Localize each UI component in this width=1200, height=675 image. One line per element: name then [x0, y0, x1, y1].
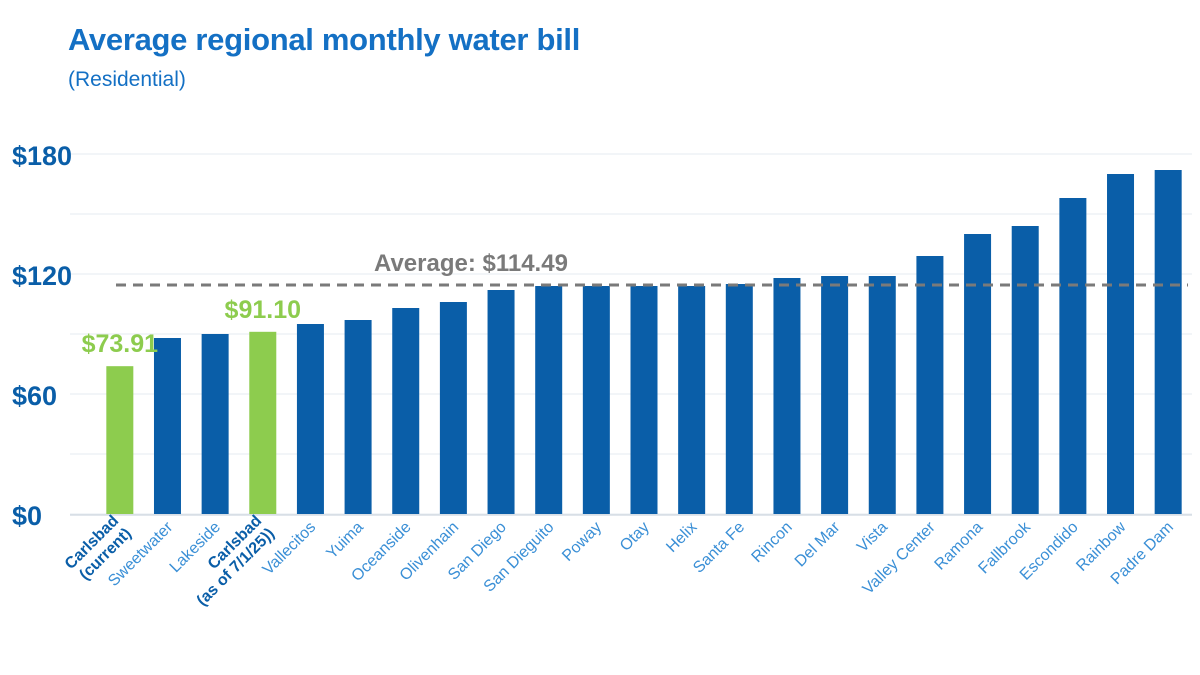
bar — [392, 308, 420, 514]
x-tick-label: Santa Fe — [690, 519, 748, 577]
bar — [344, 320, 372, 514]
x-tick-label-line: Helix — [663, 519, 700, 556]
bar — [630, 286, 658, 514]
bar — [1154, 170, 1182, 514]
bar — [296, 324, 324, 514]
x-tick-label-line: Poway — [559, 519, 605, 565]
x-tick-label-line: Yuima — [323, 519, 367, 563]
bar — [106, 366, 134, 514]
x-tick-label: Rincon — [749, 519, 796, 566]
x-tick-label: Del Mar — [792, 518, 844, 570]
x-tick-label: Vallecitos — [260, 519, 320, 579]
y-tick-label: $120 — [12, 261, 72, 291]
average-label: Average: $114.49 — [374, 250, 568, 277]
bar — [868, 276, 896, 514]
chart-subtitle: (Residential) — [68, 68, 186, 91]
chart-title: Average regional monthly water bill — [68, 22, 581, 57]
x-tick-label: Helix — [663, 519, 700, 556]
x-tick-label-line: Santa Fe — [690, 519, 748, 577]
bar — [916, 256, 944, 514]
bar — [964, 234, 992, 514]
data-label: $91.10 — [225, 296, 301, 324]
bar — [678, 286, 706, 514]
x-tick-label: Poway — [559, 519, 605, 565]
x-tick-label-line: Vista — [854, 519, 891, 556]
bar — [249, 331, 277, 514]
x-tick-label: Yuima — [323, 519, 367, 563]
x-tick-label: Carlsbad(as of 7/1/25)) — [181, 512, 278, 609]
x-tick-label-line: Del Mar — [792, 518, 844, 570]
x-tick-label-line: Vallecitos — [260, 519, 320, 579]
bar — [821, 276, 849, 514]
bar — [1011, 226, 1039, 514]
x-tick-label: Otay — [617, 519, 653, 555]
y-tick-label: $180 — [12, 141, 72, 171]
x-tick-label-line: Rincon — [749, 519, 796, 566]
x-tick-label-line: Otay — [617, 519, 653, 555]
bar — [773, 278, 801, 514]
y-tick-label: $60 — [12, 381, 57, 411]
bar — [1107, 174, 1135, 514]
bar — [535, 286, 563, 514]
bar — [487, 290, 515, 514]
bar — [201, 334, 229, 514]
bar — [1059, 198, 1087, 514]
data-label: $73.91 — [82, 330, 159, 358]
bar — [725, 284, 753, 514]
y-tick-label: $0 — [12, 501, 42, 531]
bar — [439, 302, 467, 514]
bar — [153, 338, 181, 514]
x-tick-label: Vista — [854, 519, 891, 556]
bar — [582, 286, 610, 514]
